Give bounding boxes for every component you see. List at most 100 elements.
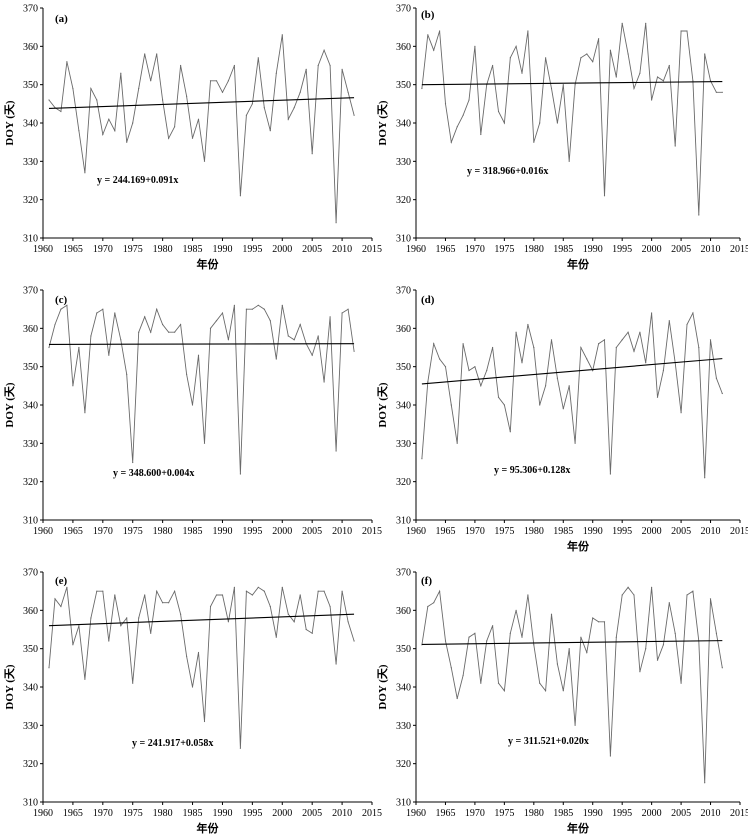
panel-label: (c) [55,294,68,306]
data-point [556,122,559,124]
y-axis-title: DOY (天) [3,382,16,427]
data-point [480,385,482,387]
data-point [227,339,229,341]
data-point [305,68,307,70]
data-point [233,586,235,588]
x-tick-label: 1990 [212,244,232,255]
data-point [521,636,523,638]
x-tick-label: 1975 [123,808,143,819]
data-point [480,682,482,684]
y-tick-label: 340 [396,119,411,130]
y-tick-label: 310 [23,798,38,809]
data-point [645,22,647,24]
data-point [568,160,570,162]
data-point [126,141,128,143]
data-point [174,331,176,333]
data-point [60,110,62,113]
data-point [215,80,218,82]
data-point [233,64,235,67]
data-point [598,621,600,623]
x-tick-label: 1965 [63,808,83,819]
data-point [515,45,517,47]
data-point [468,636,470,638]
data-point [492,64,494,67]
data-point [704,53,706,55]
data-point [621,594,623,596]
data-point [138,331,140,333]
data-point [90,87,92,90]
y-tick-label: 320 [23,195,38,206]
data-point [574,724,576,726]
data-point [191,137,194,139]
x-tick-label: 2015 [362,244,382,255]
x-tick-label: 1995 [242,244,262,255]
data-point [78,346,80,349]
data-point [662,80,665,82]
series-line [48,34,355,223]
data-point [462,343,464,345]
data-point [468,99,470,101]
data-point [102,133,104,136]
x-tick-label: 1960 [406,244,426,255]
y-tick-label: 340 [23,401,38,412]
x-tick-label: 1980 [524,526,544,537]
data-point [287,118,289,120]
data-point [539,404,541,406]
data-point [66,586,68,588]
trend-line [421,358,723,385]
data-point [287,335,289,337]
data-point [709,80,712,82]
x-axis-title: 年份 [567,257,590,271]
data-point [421,458,423,460]
x-tick-label: 1960 [33,244,53,255]
x-tick-label: 1970 [93,244,113,255]
data-point [227,621,229,623]
y-tick-label: 330 [396,721,411,732]
x-tick-label: 1985 [553,526,573,537]
data-point [668,320,670,322]
data-point [329,605,331,608]
data-point [509,431,511,433]
data-point [174,590,176,592]
x-axis-title: 年份 [197,821,220,835]
y-tick-label: 350 [23,644,38,655]
data-point [497,110,500,113]
data-point [456,697,458,700]
data-point [209,327,212,329]
data-point [427,605,429,608]
data-point [114,594,116,596]
data-point [492,346,494,349]
data-point [239,473,241,475]
y-axis-title: DOY (天) [3,100,16,145]
data-point [150,80,152,82]
trend-equation: y = 244.169+0.091x [97,175,178,186]
data-point [186,95,188,97]
data-point [144,53,146,55]
data-point [586,651,588,654]
x-tick-label: 2010 [332,244,352,255]
x-tick-label: 2000 [642,808,662,819]
data-point [645,362,647,364]
data-point [692,80,694,82]
x-tick-label: 1965 [435,244,455,255]
chart-panel-d: 310 320 330 340 350 360 370 1960 1965 1970 1975 198… [376,286,748,554]
y-tick-label: 310 [396,798,411,809]
data-point [568,385,570,387]
data-point [568,648,570,650]
data-point [221,91,224,93]
data-point [462,114,464,116]
y-tick-label: 350 [396,362,411,373]
x-tick-label: 1985 [183,244,203,255]
data-point [257,57,259,59]
data-point [180,323,182,326]
x-tick-label: 1970 [465,526,485,537]
data-point [680,412,682,414]
x-tick-label: 2015 [362,808,382,819]
data-point [60,605,62,608]
data-point [698,214,700,216]
y-tick-label: 360 [396,42,411,53]
data-point [263,308,265,310]
data-point [144,594,146,596]
data-point [168,602,170,604]
